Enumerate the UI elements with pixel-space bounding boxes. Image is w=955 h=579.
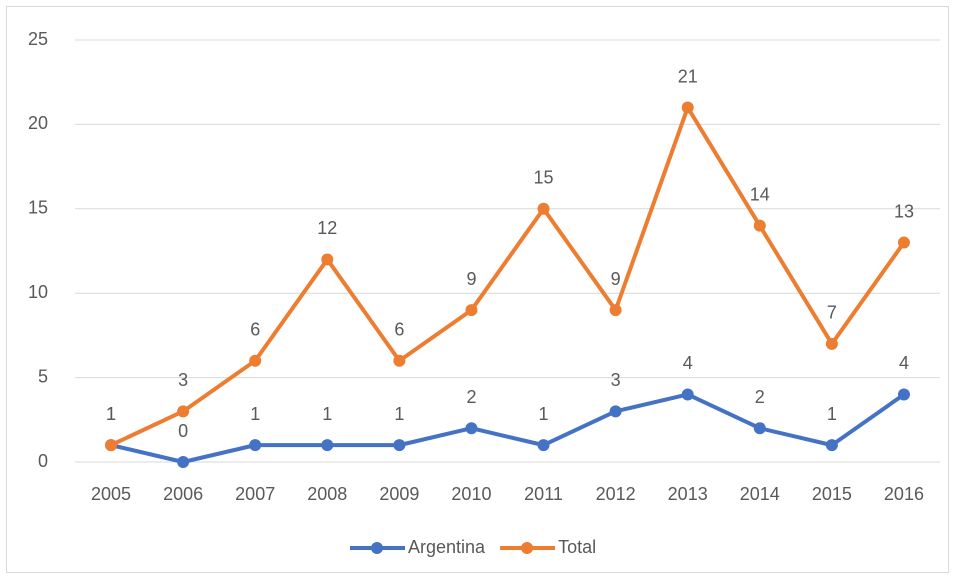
data-label: 1 (106, 404, 116, 424)
x-tick-label: 2009 (379, 484, 419, 504)
point (465, 422, 478, 435)
x-tick-label: 2014 (740, 484, 780, 504)
legend-marker (521, 542, 534, 554)
series-line (110, 105, 906, 447)
y-tick-label: 10 (28, 282, 48, 302)
point (825, 439, 838, 452)
y-tick-label: 25 (28, 29, 48, 49)
point (537, 439, 550, 452)
point (177, 405, 190, 418)
point (753, 219, 766, 232)
x-tick-label: 2016 (884, 484, 924, 504)
data-label: 9 (611, 269, 621, 289)
data-label: 14 (750, 184, 770, 204)
x-tick-label: 2013 (668, 484, 708, 504)
x-tick-label: 2005 (91, 484, 131, 504)
data-label: 1 (539, 404, 549, 424)
x-tick-label: 2015 (812, 484, 852, 504)
legend-marker (371, 542, 383, 554)
point (393, 439, 406, 452)
point (321, 439, 334, 452)
point (825, 337, 838, 350)
point (393, 354, 406, 367)
data-label: 3 (611, 370, 621, 390)
point (609, 304, 622, 317)
data-label: 1 (322, 404, 332, 424)
data-label: 1 (394, 404, 404, 424)
legend-label: Total (558, 537, 596, 557)
data-label: 0 (178, 421, 188, 441)
point (249, 439, 262, 452)
point (537, 202, 550, 215)
data-label: 2 (466, 387, 476, 407)
y-tick-label: 15 (28, 198, 48, 218)
chart-frame (6, 6, 949, 573)
y-tick-label: 5 (38, 366, 48, 386)
point (177, 456, 190, 468)
data-label: 7 (827, 303, 837, 323)
data-label: 15 (534, 168, 554, 188)
point (105, 439, 118, 452)
data-label: 6 (394, 319, 404, 339)
data-label: 1 (827, 404, 837, 424)
x-tick-label: 2008 (307, 484, 347, 504)
point (753, 422, 766, 435)
x-tick-label: 2007 (235, 484, 275, 504)
data-label: 4 (899, 353, 909, 373)
y-tick-label: 20 (28, 113, 48, 133)
point (897, 388, 910, 401)
data-label: 1 (250, 404, 260, 424)
data-label: 12 (317, 218, 337, 238)
point (681, 388, 694, 401)
point (681, 101, 694, 114)
point (249, 354, 262, 367)
x-tick-label: 2011 (524, 484, 563, 504)
data-label: 21 (678, 66, 698, 86)
data-label: 3 (178, 370, 188, 390)
x-tick-label: 2012 (596, 484, 636, 504)
data-label: 2 (755, 387, 765, 407)
data-label: 9 (466, 269, 476, 289)
point (465, 304, 478, 317)
point (609, 405, 622, 418)
data-label: 6 (250, 319, 260, 339)
series-line (110, 392, 906, 464)
point (321, 253, 334, 266)
y-tick-label: 0 (38, 451, 48, 471)
data-label: 4 (683, 353, 693, 373)
x-tick-label: 2006 (163, 484, 203, 504)
legend-label: Argentina (408, 537, 486, 557)
data-label: 13 (894, 201, 914, 221)
data-label: 1 (106, 404, 116, 424)
point (897, 236, 910, 249)
x-tick-label: 2010 (451, 484, 491, 504)
